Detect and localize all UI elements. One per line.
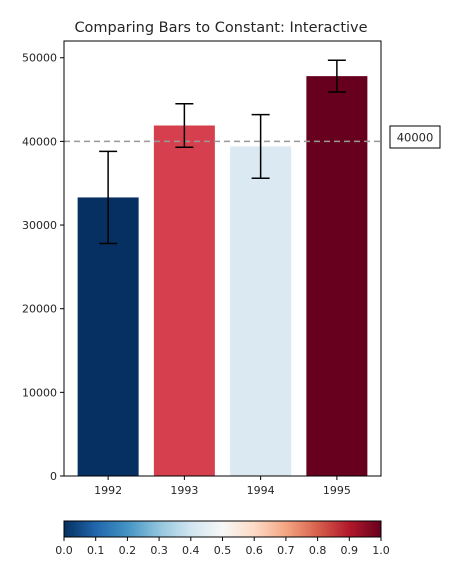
bar[interactable] (306, 76, 368, 476)
colorbar-tick-label: 1.0 (372, 544, 390, 557)
error-bars (99, 59, 346, 245)
x-tick-label: 1995 (323, 484, 351, 497)
chart-title: Comparing Bars to Constant: Interactive (74, 20, 367, 36)
y-tick-label: 10000 (22, 386, 57, 399)
y-tick-label: 50000 (22, 52, 57, 65)
colorbar-tick-label: 0.6 (245, 544, 263, 557)
colorbar-gradient (63, 520, 382, 538)
y-tick-label: 0 (50, 470, 57, 483)
x-tick-label: 1993 (170, 484, 198, 497)
plot-frame (63, 40, 382, 477)
y-tick-label: 20000 (22, 303, 57, 316)
error-bar (175, 102, 194, 148)
error-bar (251, 113, 270, 179)
bar[interactable] (230, 146, 292, 476)
error-bar (327, 59, 346, 93)
colorbar-tick-label: 0.4 (182, 544, 200, 557)
reference-line-label-box: 40000 (389, 125, 441, 149)
x-axis-ticks: 1992 1993 1994 1995 (94, 476, 351, 497)
y-axis-ticks: 0 10000 20000 30000 40000 50000 (22, 52, 64, 483)
colorbar-ticks: 0.0 0.1 0.2 0.3 0.4 0.5 0.6 0.7 0.8 0.9 1.0 (55, 537, 390, 557)
y-tick-label: 30000 (22, 219, 57, 232)
x-tick-label: 1992 (94, 484, 122, 497)
x-tick-label: 1994 (247, 484, 275, 497)
colorbar-tick-label: 0.7 (277, 544, 295, 557)
colorbar-tick-label: 0.3 (150, 544, 168, 557)
bars (77, 76, 368, 477)
colorbar: 0.0 0.1 0.2 0.3 0.4 0.5 0.6 0.7 0.8 0.9 1.0 (55, 520, 390, 557)
colorbar-tick-label: 0.8 (309, 544, 327, 557)
y-tick-label: 40000 (22, 135, 57, 148)
colorbar-tick-label: 0.0 (55, 544, 73, 557)
colorbar-tick-label: 0.1 (87, 544, 105, 557)
colorbar-tick-label: 0.9 (341, 544, 359, 557)
reference-line-label: 40000 (397, 131, 434, 145)
colorbar-tick-label: 0.5 (214, 544, 232, 557)
bar[interactable] (153, 125, 215, 476)
error-bar (99, 150, 118, 245)
colorbar-tick-label: 0.2 (119, 544, 137, 557)
